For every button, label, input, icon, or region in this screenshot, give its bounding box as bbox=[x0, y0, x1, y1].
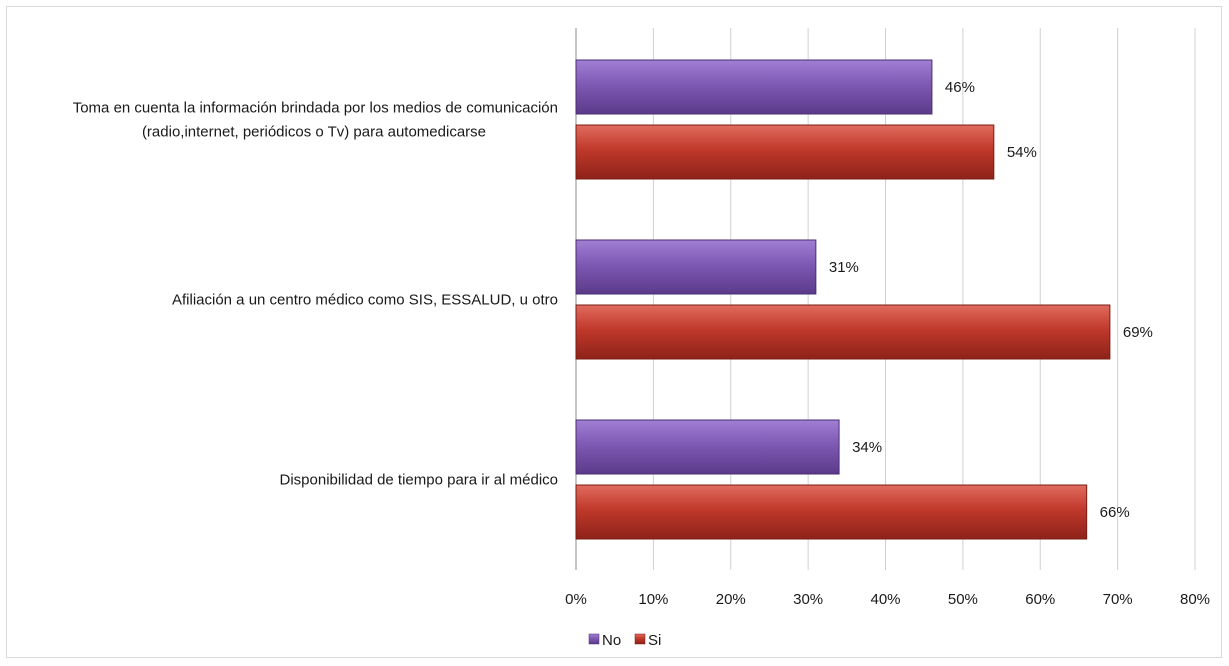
legend-label-no: No bbox=[602, 632, 621, 649]
legend-swatch-si bbox=[634, 633, 646, 645]
data-label: 34% bbox=[852, 439, 882, 456]
legend-label-si: Si bbox=[648, 632, 661, 649]
data-label: 46% bbox=[945, 79, 975, 96]
bars bbox=[575, 59, 1111, 540]
x-tick-label: 50% bbox=[948, 591, 978, 608]
data-label: 31% bbox=[829, 259, 859, 276]
x-tick-label: 10% bbox=[638, 591, 668, 608]
category-label: Toma en cuenta la información brindada p… bbox=[73, 100, 558, 141]
category-label: Afiliación a un centro médico como SIS, … bbox=[172, 292, 558, 309]
legend: No Si bbox=[588, 632, 661, 649]
legend-swatch-no bbox=[588, 633, 600, 645]
x-tick-label: 0% bbox=[565, 591, 587, 608]
x-tick-label: 40% bbox=[870, 591, 900, 608]
bar-no-2 bbox=[575, 419, 840, 475]
x-tick-label: 60% bbox=[1025, 591, 1055, 608]
gridlines bbox=[575, 28, 1196, 570]
bar-si-2 bbox=[575, 484, 1088, 540]
data-labels: 46% 54% 31% 69% 34% 66% bbox=[829, 79, 1153, 521]
x-tick-label: 30% bbox=[793, 591, 823, 608]
data-label: 54% bbox=[1007, 144, 1037, 161]
x-tick-label: 70% bbox=[1103, 591, 1133, 608]
category-labels: Toma en cuenta la información brindada p… bbox=[73, 100, 558, 489]
bar-si-1 bbox=[575, 304, 1111, 360]
x-axis-ticks: 0% 10% 20% 30% 40% 50% 60% 70% 80% bbox=[565, 591, 1210, 608]
data-label: 66% bbox=[1100, 504, 1130, 521]
x-tick-label: 20% bbox=[716, 591, 746, 608]
bar-si-0 bbox=[575, 124, 995, 180]
x-tick-label: 80% bbox=[1180, 591, 1210, 608]
data-label: 69% bbox=[1123, 324, 1153, 341]
bar-no-0 bbox=[575, 59, 933, 115]
bar-no-1 bbox=[575, 239, 817, 295]
category-label: Disponibilidad de tiempo para ir al médi… bbox=[280, 472, 558, 489]
